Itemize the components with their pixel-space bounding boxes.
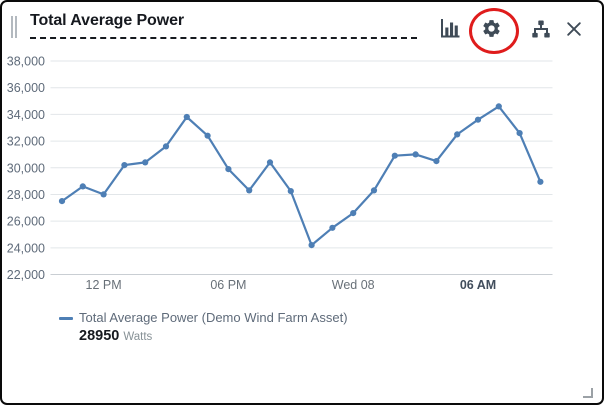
- svg-text:06 PM: 06 PM: [210, 278, 246, 292]
- legend-series-label: Total Average Power (Demo Wind Farm Asse…: [79, 310, 348, 325]
- svg-text:32,000: 32,000: [7, 135, 45, 149]
- svg-text:06 AM: 06 AM: [460, 278, 496, 292]
- svg-text:30,000: 30,000: [7, 161, 45, 175]
- line-chart[interactable]: 38,000 36,000 34,000 32,000 30,000 28,000 26,0…: [2, 48, 604, 298]
- resize-handle[interactable]: [583, 388, 593, 398]
- svg-text:36,000: 36,000: [7, 81, 45, 95]
- svg-text:22,000: 22,000: [7, 268, 45, 282]
- svg-text:38,000: 38,000: [7, 55, 45, 69]
- svg-text:Wed 08: Wed 08: [332, 278, 375, 292]
- close-icon[interactable]: [564, 19, 584, 39]
- settings-gear-icon[interactable]: [481, 18, 502, 39]
- widget-title[interactable]: Total Average Power: [30, 12, 184, 29]
- svg-text:26,000: 26,000: [7, 215, 45, 229]
- chart-legend: Total Average Power (Demo Wind Farm Asse…: [59, 310, 348, 345]
- drag-handle-icon[interactable]: [11, 16, 19, 38]
- legend-line-swatch: [59, 317, 73, 320]
- svg-text:34,000: 34,000: [7, 108, 45, 122]
- svg-text:24,000: 24,000: [7, 241, 45, 255]
- svg-text:28,000: 28,000: [7, 188, 45, 202]
- asset-hierarchy-icon[interactable]: [529, 17, 553, 41]
- svg-text:12 PM: 12 PM: [86, 278, 122, 292]
- title-underline-dashed: [30, 37, 417, 39]
- legend-unit: Watts: [123, 331, 153, 343]
- bar-chart-icon[interactable]: [438, 16, 462, 40]
- legend-latest-value: 28950: [79, 328, 120, 344]
